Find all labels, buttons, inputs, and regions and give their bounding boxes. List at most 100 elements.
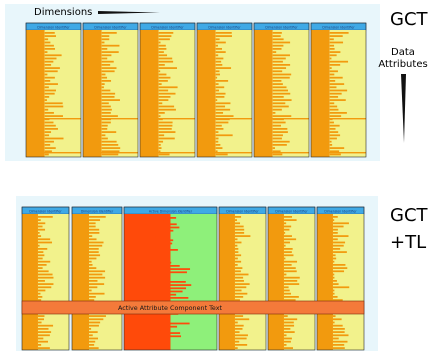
dimensions-label: Dimensions [34,7,92,18]
attribute-axis [219,214,235,350]
histogram-bar [272,131,288,133]
histogram-bar [283,324,295,327]
histogram-bar [44,131,52,133]
histogram-bar [332,340,348,343]
histogram-bar [89,264,93,266]
dimension-column[interactable]: Dimension Identifier [218,206,267,351]
histogram-bar [158,137,175,140]
histogram-bar [101,32,117,34]
histogram-bar [272,76,290,79]
histogram-bar [101,144,119,146]
dimension-column[interactable]: Dimension Identifier [139,22,196,158]
histogram-bar [149,322,190,325]
histogram-bar [158,153,170,156]
histogram-bar [37,241,53,244]
histogram-bar [329,128,336,130]
active-attribute-row[interactable]: Active Attribute Component Text [21,300,365,315]
attribute-axis [26,30,45,157]
histogram-bar [89,225,96,228]
dimension-column[interactable]: Dimension Identifier [71,206,123,351]
histogram-bar [215,134,233,137]
histogram-bar [234,292,248,295]
histogram-bar [149,316,170,318]
histogram-bar [89,276,106,279]
histogram-bar [329,108,339,111]
histogram-bar [329,150,340,153]
histogram-bar [44,92,55,95]
histogram-bar [332,225,344,228]
histogram-bar [332,296,338,298]
dimension-column[interactable]: Dimension Identifier [196,22,253,158]
histogram-bar [158,108,176,111]
dimension-column[interactable]: Dimension Identifier [21,206,70,351]
histogram-bar [158,121,173,124]
histogram-bar [158,102,163,105]
histogram-bar [101,80,112,82]
histogram-bar [332,289,335,292]
histogram-bar [101,121,111,124]
histogram-bar [89,283,105,285]
column-border [25,22,82,158]
histogram-bar [149,242,173,245]
histogram-bar [272,128,288,130]
histogram-bar [158,115,161,117]
histogram-bar [149,287,187,290]
histogram-bar [149,217,177,219]
histogram-bar [272,38,284,41]
attribute-separator [311,118,366,120]
histogram-bar [272,112,276,114]
dimension-column[interactable]: Active Dimension Identifier [123,206,218,351]
histogram-bar [234,270,241,273]
histogram-bar [101,115,118,117]
histogram-bar [329,73,335,76]
histogram-bar [44,41,51,44]
dimension-column[interactable]: Dimension Identifier [267,206,316,351]
histogram-bar [215,76,218,79]
histogram-bar [149,332,181,334]
histogram-bar [44,112,54,114]
histogram-bar [272,86,287,89]
histogram-bar [329,115,342,117]
histogram-bar [272,147,275,149]
histogram-bar [158,99,169,101]
histogram-bar [89,238,97,241]
active-attribute-text: Active Attribute Component Text [118,304,223,312]
histogram-bar [272,32,282,34]
dimension-column[interactable]: Dimension Identifier [253,22,310,158]
dimension-column[interactable]: Dimension Identifier [316,206,365,351]
histogram-bar [332,228,338,231]
histogram-bar [283,344,287,346]
histogram-bar [44,76,55,79]
histogram-bar [234,241,242,244]
histogram-bar [215,54,219,57]
histogram-bar [332,238,338,241]
histogram-bar [272,144,287,146]
histogram-bar [101,60,114,63]
histogram-bar [329,83,345,85]
histogram-bar [234,257,238,260]
histogram-bar [283,225,292,228]
attribute-separator [140,152,195,154]
histogram-bar [215,83,219,85]
histogram-bar [332,270,345,273]
histogram-bar [44,73,48,76]
attribute-axis [254,30,273,157]
histogram-bar [89,273,103,276]
histogram-bar [89,337,99,340]
histogram-bar [44,150,52,153]
histogram-bar [283,328,291,330]
data-attributes-label: Data [391,47,415,58]
dimension-column[interactable]: Dimension Identifier [310,22,367,158]
column-border [218,206,267,351]
histogram-bar [89,289,92,292]
histogram-bar [234,248,239,250]
histogram-bar [332,254,336,257]
dimension-column[interactable]: Dimension Identifier [25,22,82,158]
histogram-bar [215,99,218,101]
histogram-bar [149,265,180,267]
histogram-bar [89,299,95,301]
histogram-bar [332,328,345,330]
dimension-column[interactable]: Dimension Identifier [82,22,139,158]
histogram-bar [215,48,223,50]
histogram-bar [158,83,162,85]
